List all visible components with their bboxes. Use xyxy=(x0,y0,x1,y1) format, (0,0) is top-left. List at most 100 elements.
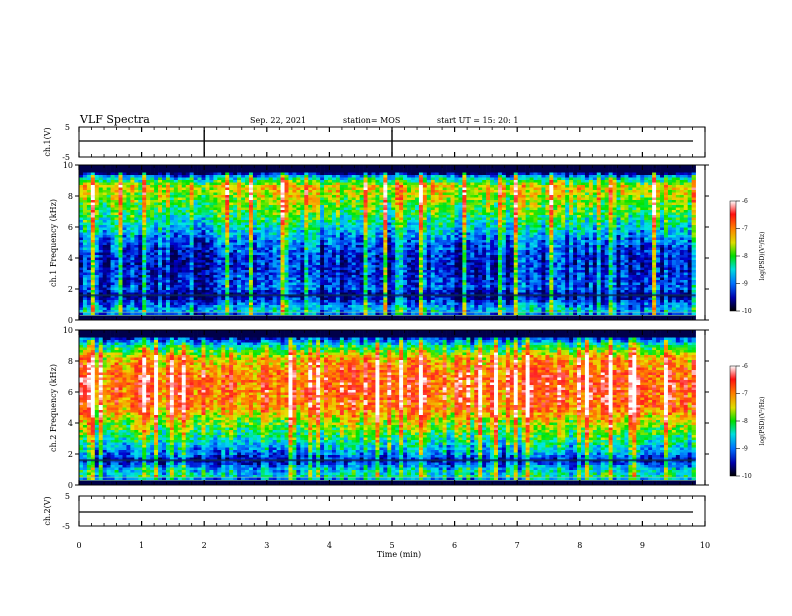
spectrogram-cell xyxy=(225,175,229,178)
spectrogram-cell xyxy=(170,265,174,268)
spectrogram-cell xyxy=(265,173,269,176)
spectrogram-cell xyxy=(320,280,324,283)
spectrogram-cell xyxy=(130,245,134,248)
spectrogram-cell xyxy=(316,273,320,276)
spectrogram-cell xyxy=(253,298,257,301)
spectrogram-cell xyxy=(304,305,308,308)
spectrogram-cell xyxy=(277,248,281,251)
spectrogram-cell xyxy=(356,233,360,236)
spectrogram-cell xyxy=(190,188,194,191)
spectrogram-cell xyxy=(360,275,364,278)
spectrogram-cell xyxy=(119,258,123,261)
spectrogram-cell xyxy=(300,195,304,198)
spectrogram-cell xyxy=(233,270,237,273)
spectrogram-cell xyxy=(194,205,198,208)
spectrogram-cell xyxy=(277,263,281,266)
spectrogram-cell xyxy=(245,210,249,213)
spectrogram-cell xyxy=(154,260,158,263)
spectrogram-cell xyxy=(383,265,387,268)
spectrogram-cell xyxy=(178,305,182,308)
spectrogram-cell xyxy=(174,248,178,251)
spectrogram-cell xyxy=(122,248,126,251)
spectrogram-cell xyxy=(186,280,190,283)
spectrogram-cell xyxy=(356,203,360,206)
spectrogram-cell xyxy=(233,195,237,198)
spectrogram-cell xyxy=(292,168,296,171)
spectrogram-cell xyxy=(387,230,391,233)
spectrogram-cell xyxy=(371,278,375,281)
spectrogram-cell xyxy=(205,200,209,203)
spectrogram-cell xyxy=(356,270,360,273)
spectrogram-cell xyxy=(237,298,241,301)
spectrogram-cell xyxy=(87,198,91,201)
spectrogram-cell xyxy=(87,185,91,188)
spectrogram-cell xyxy=(209,273,213,276)
spectrogram-cell xyxy=(174,233,178,236)
spectrogram-cell xyxy=(95,273,99,276)
spectrogram-cell xyxy=(99,305,103,308)
spectrogram-cell xyxy=(198,183,202,186)
spectrogram-cell xyxy=(142,210,146,213)
spectrogram-cell xyxy=(170,253,174,256)
spectrogram-cell xyxy=(261,210,265,213)
spectrogram-cell xyxy=(229,280,233,283)
spectrogram-cell xyxy=(241,270,245,273)
spectrogram-cell xyxy=(379,245,383,248)
spectrogram-cell xyxy=(202,245,206,248)
spectrogram-cell xyxy=(364,195,368,198)
spectrogram-cell xyxy=(198,185,202,188)
spectrogram-cell xyxy=(269,238,273,241)
spectrogram-cell xyxy=(162,255,166,258)
spectrogram-cell xyxy=(119,255,123,258)
spectrogram-cell xyxy=(142,168,146,171)
spectrogram-cell xyxy=(174,235,178,238)
spectrogram-cell xyxy=(253,178,257,181)
spectrogram-cell xyxy=(213,300,217,303)
spectrogram-cell xyxy=(202,298,206,301)
spectrogram-cell xyxy=(261,195,265,198)
spectrogram-cell xyxy=(245,195,249,198)
spectrogram-cell xyxy=(158,173,162,176)
spectrogram-cell xyxy=(249,283,253,286)
spectrogram-cell xyxy=(292,178,296,181)
spectrogram-cell xyxy=(150,233,154,236)
figure-title: VLF Spectra xyxy=(79,113,150,126)
spectrogram-cell xyxy=(202,170,206,173)
spectrogram-cell xyxy=(217,258,221,261)
spectrogram-cell xyxy=(209,285,213,288)
spectrogram-cell xyxy=(300,298,304,301)
spectrogram-cell xyxy=(261,240,265,243)
spectrogram-cell xyxy=(316,213,320,216)
spectrogram-cell xyxy=(111,220,115,223)
spectrogram-cell xyxy=(265,283,269,286)
spectrogram-cell xyxy=(91,195,95,198)
spectrogram-cell xyxy=(122,225,126,228)
spectrogram-cell xyxy=(308,195,312,198)
spectrogram-cell xyxy=(257,303,261,306)
spectrogram-cell xyxy=(225,178,229,181)
spectrogram-cell xyxy=(308,260,312,263)
spectrogram-cell xyxy=(194,265,198,268)
spectrogram-cell xyxy=(273,180,277,183)
spectrogram-cell xyxy=(383,288,387,291)
spectrogram-cell xyxy=(336,250,340,253)
spectrogram-cell xyxy=(241,303,245,306)
spectrogram-cell xyxy=(304,300,308,303)
spectrogram-cell xyxy=(285,255,289,258)
spectrogram-cell xyxy=(281,235,285,238)
spectrogram-cell xyxy=(190,258,194,261)
spectrogram-cell xyxy=(316,260,320,263)
spectrogram-cell xyxy=(328,278,332,281)
spectrogram-cell xyxy=(150,178,154,181)
spectrogram-cell xyxy=(261,223,265,226)
spectrogram-cell xyxy=(316,208,320,211)
spectrogram-cell xyxy=(146,278,150,281)
spectrogram-cell xyxy=(371,305,375,308)
spectrogram-cell xyxy=(198,275,202,278)
spectrogram-cell xyxy=(261,193,265,196)
spectrogram-cell xyxy=(379,215,383,218)
spectrogram-cell xyxy=(107,238,111,241)
spectrogram-cell xyxy=(190,255,194,258)
spectrogram-cell xyxy=(154,243,158,246)
spectrogram-cell xyxy=(79,305,83,308)
